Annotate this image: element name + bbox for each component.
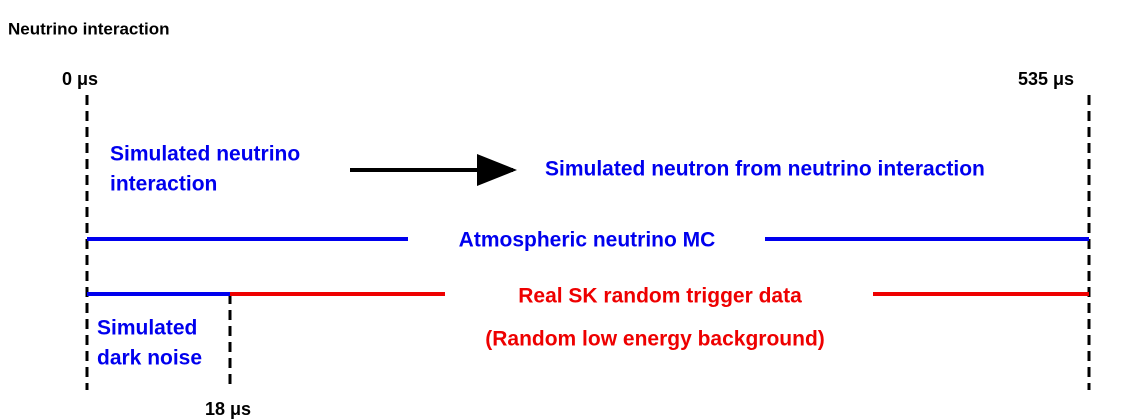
node-label: interaction <box>110 173 217 196</box>
node-label: Simulated <box>97 317 197 340</box>
title: Neutrino interaction <box>8 19 170 38</box>
node-label: Atmospheric neutrino MC <box>459 229 716 252</box>
node-label: Real SK random trigger data <box>518 285 802 308</box>
time-start-label: 0 μs <box>62 69 98 89</box>
node-label: dark noise <box>97 347 202 370</box>
node-label: Simulated neutrino <box>110 143 300 166</box>
node-label: Simulated neutron from neutrino interact… <box>545 158 985 181</box>
node-label: (Random low energy background) <box>485 328 825 351</box>
time-end-label: 535 μs <box>1018 69 1074 89</box>
time-18-label: 18 μs <box>205 399 251 419</box>
